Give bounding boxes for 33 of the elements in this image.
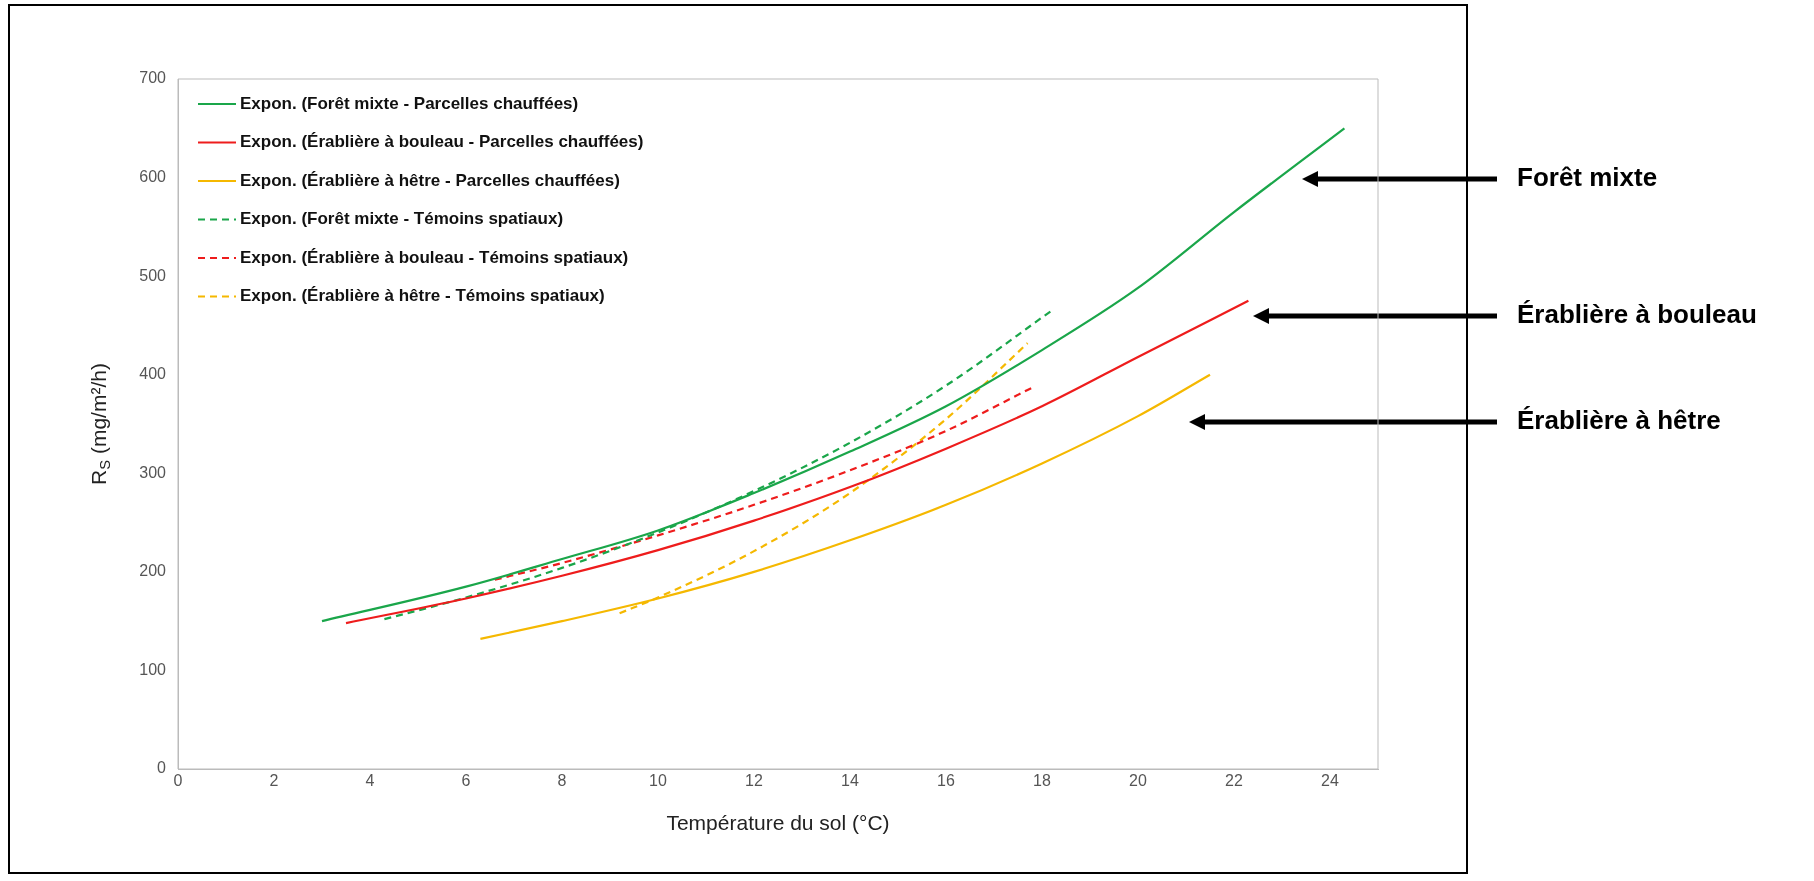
- x-tick-label: 12: [745, 772, 763, 790]
- y-tick-label: 300: [139, 463, 167, 481]
- legend-label: Expon. (Érablière à hêtre - Parcelles chauffées): [240, 170, 620, 190]
- y-tick-label: 0: [157, 759, 167, 777]
- x-tick-label: 22: [1225, 772, 1243, 790]
- legend-label: Expon. (Forêt mixte - Témoins spatiaux): [240, 209, 564, 229]
- x-tick-label: 24: [1321, 772, 1339, 790]
- x-tick-label: 4: [365, 772, 375, 790]
- x-tick-label: 10: [649, 772, 667, 790]
- y-tick-label: 400: [139, 365, 167, 383]
- x-axis-title: Température du sol (°C): [666, 810, 890, 834]
- x-tick-label: 6: [461, 772, 471, 790]
- legend-label: Expon. (Érablière à hêtre - Témoins spatiaux): [240, 286, 605, 306]
- line-series: [493, 386, 1034, 581]
- x-tick-label: 16: [937, 772, 955, 790]
- y-tick-label: 700: [139, 69, 167, 87]
- x-tick-label: 20: [1129, 772, 1147, 790]
- y-axis-title: RS (mg/m²/h): [86, 363, 114, 485]
- text: Érablière à bouleau: [1517, 299, 1757, 330]
- x-tick-label: 18: [1033, 772, 1051, 790]
- x-tick-label: 14: [841, 772, 859, 790]
- text: Érablière à hêtre: [1517, 405, 1721, 436]
- legend-label: Expon. (Forêt mixte - Parcelles chauffées): [240, 93, 579, 113]
- x-tick-label: 2: [269, 772, 279, 790]
- x-tick-label: 0: [173, 772, 183, 790]
- x-tick-label: 8: [557, 772, 567, 790]
- legend-label: Expon. (Érablière à bouleau - Parcelles chauffées): [240, 132, 644, 152]
- y-tick-label: 100: [139, 660, 167, 678]
- y-tick-label: 600: [139, 167, 167, 185]
- legend-label: Expon. (Érablière à bouleau - Témoins spatiaux): [240, 247, 629, 267]
- text: Forêt mixte: [1517, 162, 1658, 193]
- y-tick-label: 500: [139, 266, 167, 284]
- y-tick-label: 200: [139, 562, 167, 580]
